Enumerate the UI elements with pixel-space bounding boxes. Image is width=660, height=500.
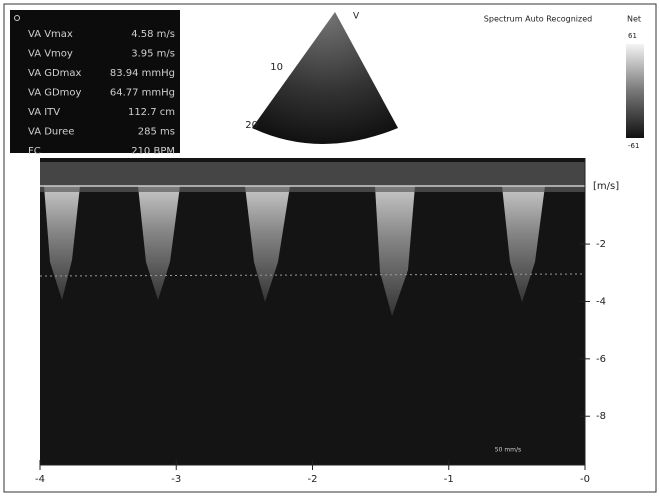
- velocity-tick-label: -6: [596, 354, 606, 365]
- time-tick-label: -0: [580, 474, 590, 485]
- colorbar-max: 61: [628, 32, 637, 40]
- velocity-tick-label: -4: [596, 296, 606, 307]
- colorbar: [626, 44, 644, 138]
- depth-label: 10: [270, 62, 283, 73]
- depth-label: 20: [245, 120, 258, 131]
- status: Spectrum Auto Recognized: [484, 15, 592, 24]
- velocity-tick-label: -2: [596, 239, 606, 250]
- screen: VA Vmax 4.58 m/s VA Vmoy 3.95 m/s VA GDmax 83…: [0, 0, 660, 496]
- time-tick-label: -1: [444, 474, 454, 485]
- time-tick-label: -2: [308, 474, 318, 485]
- measurement-value: 4.58 m/s: [131, 29, 175, 40]
- measurement-label: FC: [28, 146, 41, 157]
- time-tick-label: -3: [171, 474, 181, 485]
- velocity-unit: [m/s]: [593, 181, 619, 192]
- measurement-label: VA Vmoy: [28, 49, 73, 60]
- colorbar-title: Net: [627, 15, 641, 24]
- measurement-label: VA GDmoy: [28, 88, 82, 99]
- measurement-value: 64.77 mmHg: [110, 88, 175, 99]
- time-tick-label: -4: [35, 474, 45, 485]
- colorbar-min: -61: [628, 142, 639, 150]
- measurement-label: VA Duree: [28, 127, 74, 138]
- measurement-value: 210 BPM: [131, 146, 175, 157]
- spectrum: [40, 158, 585, 465]
- measurement-value: 112.7 cm: [128, 107, 175, 118]
- measurement-value: 83.94 mmHg: [110, 68, 175, 79]
- measurement-label: VA Vmax: [28, 29, 73, 40]
- sweep-speed: 50 mm/s: [495, 447, 521, 454]
- velocity-tick-label: -8: [596, 411, 606, 422]
- probe-marker: V: [353, 12, 360, 22]
- measurement-value: 3.95 m/s: [131, 49, 175, 60]
- baseline-clutter: [40, 162, 585, 192]
- measurement-label: VA ITV: [28, 107, 60, 118]
- measurement-label: VA GDmax: [28, 68, 82, 79]
- measurement-value: 285 ms: [138, 127, 175, 138]
